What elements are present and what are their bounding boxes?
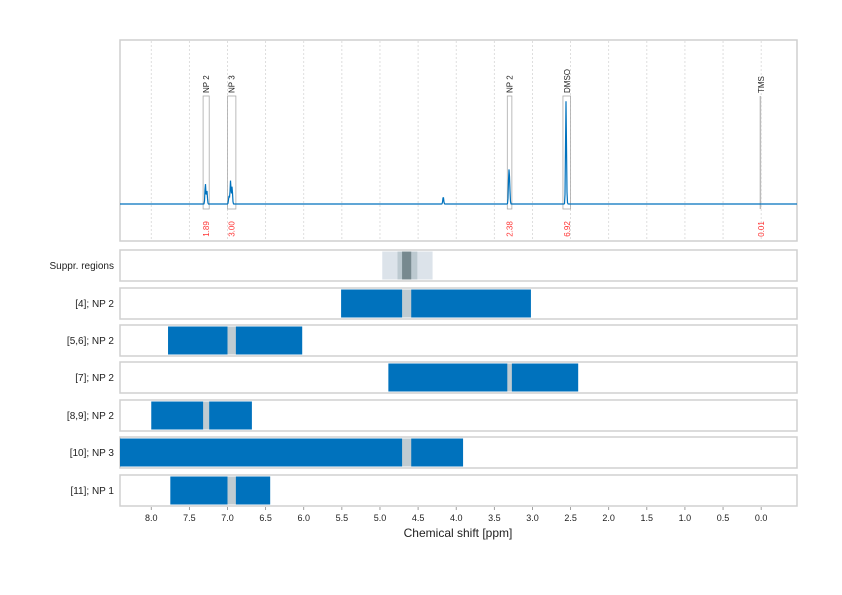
x-tick-label: 2.0 <box>602 513 615 523</box>
row-label: [10]; NP 3 <box>70 448 115 459</box>
x-tick-label: 6.0 <box>297 513 310 523</box>
x-tick-label: 3.5 <box>488 513 501 523</box>
x-tick-label: 7.5 <box>183 513 196 523</box>
integral-value: 2.38 <box>506 221 515 237</box>
region-bar <box>170 476 271 505</box>
row-label: [4]; NP 2 <box>75 299 114 310</box>
suppressed-band <box>402 251 412 280</box>
x-tick-label: 7.0 <box>221 513 234 523</box>
row-label: Suppr. regions <box>50 261 115 272</box>
region-gap <box>227 326 236 355</box>
x-tick-label: 1.5 <box>641 513 654 523</box>
x-tick-label: 0.5 <box>717 513 730 523</box>
annotation-box <box>506 95 513 210</box>
x-tick-label: 4.0 <box>450 513 463 523</box>
region-gap <box>227 476 236 505</box>
annotation-label: NP 2 <box>202 75 211 93</box>
region-bar <box>151 401 252 430</box>
row-frame <box>119 249 798 282</box>
region-bar <box>120 438 464 467</box>
x-tick-label: 5.0 <box>374 513 387 523</box>
annotation-box <box>562 95 571 210</box>
row-label: [5,6]; NP 2 <box>67 336 115 347</box>
region-gap <box>402 438 412 467</box>
row-label: [11]; NP 1 <box>70 486 114 497</box>
x-tick-label: 5.5 <box>336 513 349 523</box>
region-gap <box>507 363 512 392</box>
row-label: [8,9]; NP 2 <box>67 411 115 422</box>
x-axis: 8.0 7.5 7.0 6.5 6.0 5.5 5.0 4.5 4.0 3.5 3.0 2.5 2.0 1… <box>145 507 767 523</box>
x-tick-label: 8.0 <box>145 513 158 523</box>
annotation-box <box>227 95 237 210</box>
x-tick-label: 4.5 <box>412 513 425 523</box>
integral-value: 1.89 <box>202 221 211 237</box>
x-axis-label: Chemical shift [ppm] <box>404 526 513 540</box>
region-bar <box>388 363 579 392</box>
region-bar <box>341 289 531 318</box>
integral-value: 6.92 <box>563 221 572 237</box>
region-gap <box>402 289 412 318</box>
x-tick-label: 0.0 <box>755 513 768 523</box>
spectrum-line <box>120 101 797 205</box>
x-tick-label: 6.5 <box>259 513 272 523</box>
x-tick-label: 3.0 <box>526 513 539 523</box>
annotation-label: NP 3 <box>228 75 237 93</box>
region-rows: Suppr. regions [4]; NP 2 [5,6]; NP 2 [7]; N… <box>50 249 798 507</box>
annotation-box <box>202 95 210 210</box>
annotation-label: TMS <box>757 76 766 93</box>
region-gap <box>203 401 210 430</box>
annotation-label: DMSO <box>563 69 572 93</box>
integral-value: 3.00 <box>228 221 237 237</box>
x-tick-label: 2.5 <box>564 513 577 523</box>
annotation-label: NP 2 <box>506 75 515 93</box>
row-label: [7]; NP 2 <box>75 373 114 384</box>
x-tick-label: 1.0 <box>679 513 692 523</box>
integral-value: 0.01 <box>757 221 766 237</box>
spectrum-panel: NP 2 1.89 NP 3 3.00 NP 2 2.38 DMSO 6.92 TMS 0.01 <box>119 39 798 242</box>
spectrum-frame <box>119 39 798 242</box>
